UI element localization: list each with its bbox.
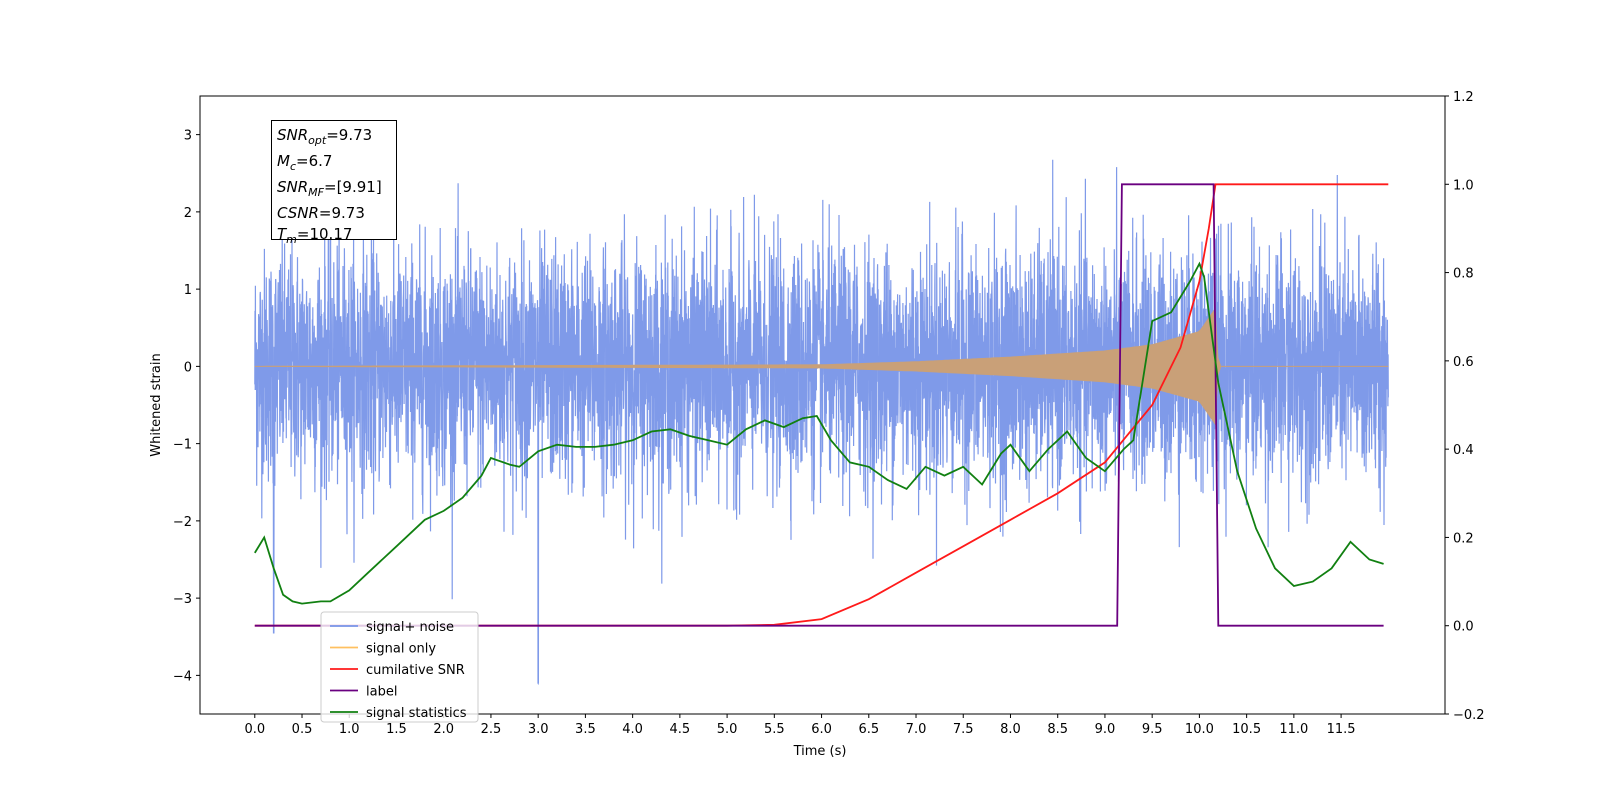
series-signal-statistics (254, 261, 1384, 605)
y-axis-right: 1.2 1.0 0.8 0.6 0.4 0.2 0.0 −0.2 (1445, 90, 1485, 723)
y-tick-label: 1 (184, 283, 192, 298)
annotation-line-csnr: CSNR=9.73 (277, 204, 365, 222)
x-tick-label: 10.5 (1232, 722, 1261, 737)
y2-tick-label: 1.0 (1453, 178, 1474, 193)
y-tick-label: −2 (173, 515, 192, 530)
x-tick-label: 3.5 (575, 722, 596, 737)
y-tick-label: −3 (173, 592, 192, 607)
x-tick-label: 2.0 (433, 722, 454, 737)
x-axis-label: Time (s) (793, 744, 847, 759)
series-label (254, 183, 1384, 627)
series-signal-only (254, 307, 1389, 426)
series-layer (254, 159, 1389, 686)
x-tick-label: 0.0 (244, 722, 265, 737)
plot-frame (199, 95, 1446, 715)
y2-tick-label: 0.6 (1453, 355, 1474, 370)
x-tick-label: 11.0 (1279, 722, 1308, 737)
annotation-line-snr-mf: SNRMF=[9.91] (277, 178, 382, 199)
x-tick-label: 9.0 (1095, 722, 1116, 737)
x-tick-label: 5.0 (717, 722, 738, 737)
y-tick-label: 2 (184, 206, 192, 221)
legend: signal+ noise signal only cumilative SNR la… (320, 611, 479, 723)
snr-annotation-box: SNRopt=9.73 Mc=6.7 SNRMF=[9.91] CSNR=9.7… (271, 120, 397, 246)
legend-label: signal statistics (366, 706, 467, 721)
x-tick-label: 1.0 (339, 722, 360, 737)
series-cumulative-snr (254, 183, 1389, 627)
x-tick-label: 8.5 (1047, 722, 1068, 737)
annotation-line-merger-time: Tm=10.17 (277, 225, 353, 246)
x-tick-label: 7.5 (953, 722, 974, 737)
x-tick-label: 8.0 (1000, 722, 1021, 737)
x-tick-label: 0.5 (292, 722, 313, 737)
legend-label: label (366, 685, 397, 700)
legend-label: signal+ noise (366, 620, 454, 635)
y2-tick-label: 1.2 (1453, 90, 1474, 105)
x-tick-label: 2.5 (481, 722, 502, 737)
y2-tick-label: 0.2 (1453, 531, 1474, 546)
x-tick-label: 3.0 (528, 722, 549, 737)
y-tick-label: 3 (184, 129, 192, 144)
y2-tick-label: 0.4 (1453, 443, 1474, 458)
annotation-line-chirp-mass: Mc=6.7 (277, 152, 333, 173)
y-tick-label: 0 (184, 360, 192, 375)
x-tick-label: 10.0 (1185, 722, 1214, 737)
legend-label: signal only (366, 642, 436, 657)
x-tick-label: 9.5 (1142, 722, 1163, 737)
y-axis-label: Whitened strain (149, 353, 164, 456)
y-tick-label: −1 (173, 438, 192, 453)
y2-tick-label: −0.2 (1453, 708, 1485, 723)
y2-tick-label: 0.0 (1453, 620, 1474, 635)
x-axis: 0.0 0.5 1.0 1.5 2.0 2.5 3.0 3.5 4.0 4.5 5.0 5.5 6.0 6… (244, 714, 1356, 737)
x-tick-label: 4.0 (622, 722, 643, 737)
y2-tick-label: 0.8 (1453, 267, 1474, 282)
x-tick-label: 4.5 (670, 722, 691, 737)
y-tick-label: −4 (173, 669, 192, 684)
x-tick-label: 1.5 (386, 722, 407, 737)
x-tick-label: 6.5 (858, 722, 879, 737)
y-axis-left: 3 2 1 0 −1 −2 −3 −4 (173, 129, 200, 684)
x-tick-label: 11.5 (1327, 722, 1356, 737)
x-tick-label: 6.0 (811, 722, 832, 737)
legend-box (320, 611, 479, 723)
annotation-line-snr-opt: SNRopt=9.73 (277, 126, 373, 147)
x-tick-label: 7.0 (906, 722, 927, 737)
legend-label: cumilative SNR (366, 663, 465, 678)
x-tick-label: 5.5 (764, 722, 785, 737)
